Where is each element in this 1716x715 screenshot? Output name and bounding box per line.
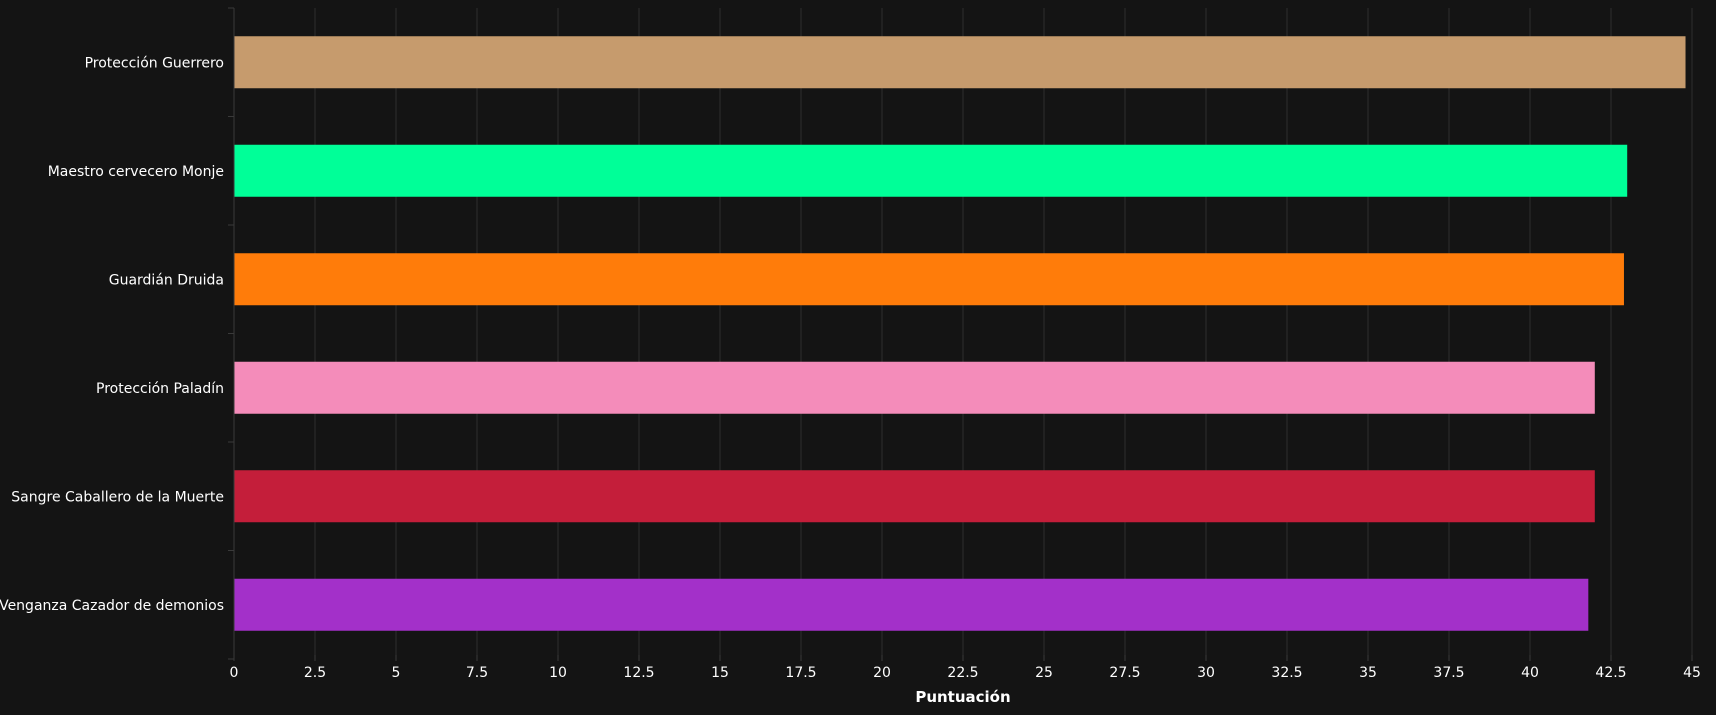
x-tick-label: 10 [549,665,567,681]
x-tick-label: 40 [1521,665,1539,681]
x-tick-label: 15 [711,665,729,681]
x-tick-label: 30 [1197,665,1215,681]
x-tick-label: 5 [392,665,401,681]
x-tick-label: 25 [1035,665,1053,681]
bar-layer [234,36,1686,631]
bar [234,470,1595,523]
x-tick-label: 45 [1683,665,1701,681]
bar [234,36,1686,89]
x-tick-label: 27.5 [1109,665,1140,681]
x-tick-label: 42.5 [1595,665,1626,681]
y-category-label: Sangre Caballero de la Muerte [11,489,224,505]
y-category-label: Maestro cervecero Monje [48,164,224,180]
x-tick-label: 20 [873,665,891,681]
x-tick-label: 37.5 [1433,665,1464,681]
x-tick-label: 12.5 [623,665,654,681]
label-layer: 0 2.5 5 7.5 10 12.5 15 17.5 20 22.5 25 27.5 30 32.5 35… [0,55,1701,681]
x-tick-label: 17.5 [785,665,816,681]
y-category-label: Protección Paladín [96,381,224,397]
x-axis-title: Puntuación [915,688,1010,706]
x-tick-label: 35 [1359,665,1377,681]
x-tick-label: 22.5 [947,665,978,681]
bar [234,578,1589,631]
x-tick-label: 2.5 [304,665,326,681]
x-tick-label: 0 [230,665,239,681]
bar [234,144,1628,197]
x-tick-label: 7.5 [466,665,488,681]
x-tick-label: 32.5 [1271,665,1302,681]
y-category-label: Guardián Druida [109,272,224,288]
grid-layer [314,8,1693,655]
axis-layer [228,7,1693,661]
bar [234,253,1624,306]
y-category-label: Venganza Cazador de demonios [0,598,224,614]
y-category-label: Protección Guerrero [85,55,224,71]
bar [234,361,1595,414]
